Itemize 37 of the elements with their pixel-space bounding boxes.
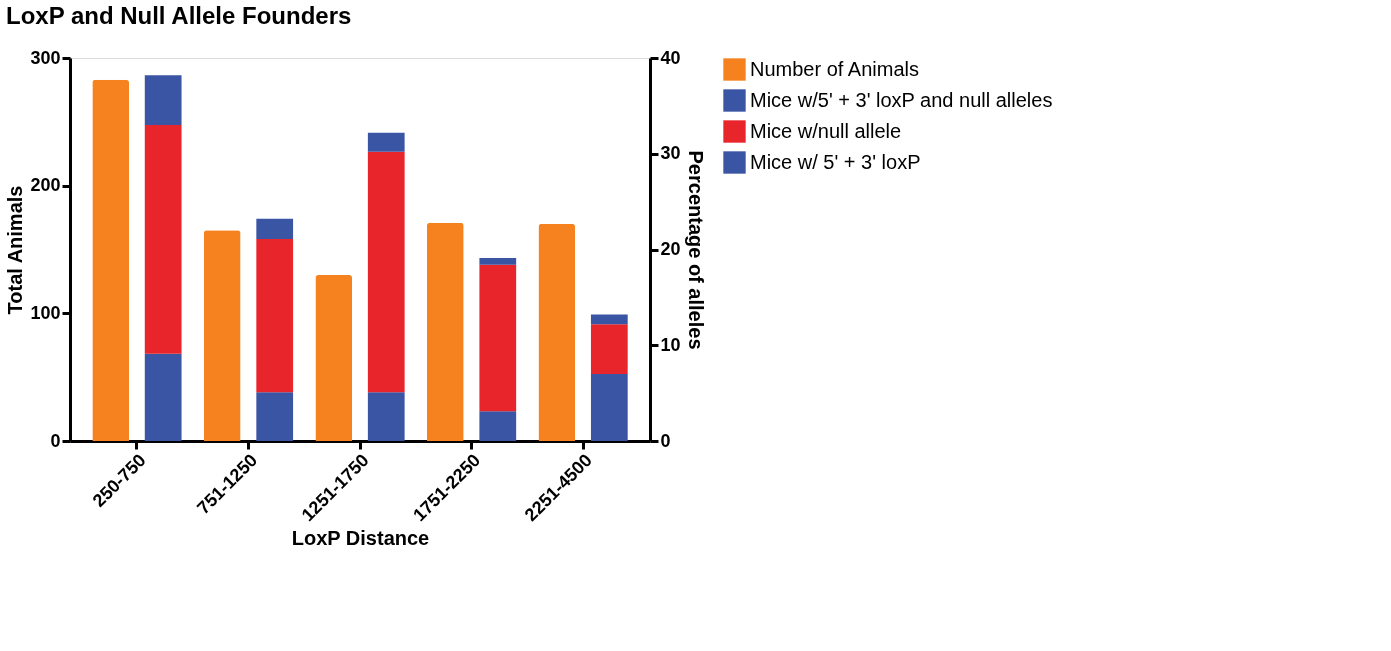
chart-title: LoxP and Null Allele Founders <box>5 2 352 29</box>
y-tick-label: 300 <box>30 47 61 68</box>
bar <box>590 373 628 441</box>
bar <box>590 324 628 374</box>
x-axis-title: LoxP Distance <box>291 527 430 550</box>
bar <box>479 264 517 412</box>
bar <box>203 230 241 441</box>
bar <box>256 238 294 393</box>
bar <box>144 353 182 441</box>
bar <box>479 411 517 441</box>
bar <box>92 79 130 441</box>
y-axis-title: Total Animals <box>4 185 27 315</box>
bar <box>315 275 353 441</box>
bar <box>367 392 405 441</box>
bar <box>256 218 294 239</box>
y-tick-label: 200 <box>30 175 61 196</box>
y-tick-label: 100 <box>30 302 61 323</box>
legend-label: Mice w/null allele <box>750 119 902 142</box>
bar <box>144 125 182 354</box>
bar <box>144 75 182 126</box>
y2-tick-label: 20 <box>660 239 681 259</box>
bar <box>590 314 628 325</box>
bar <box>479 258 517 265</box>
bar <box>426 222 464 441</box>
bar <box>256 392 294 441</box>
legend-label: Number of Animals <box>750 57 919 80</box>
y2-tick-label: 40 <box>660 47 681 68</box>
y2-tick-label: 0 <box>660 430 671 451</box>
y2-tick-label: 10 <box>660 334 681 355</box>
legend-label: Mice w/5' + 3' loxP and null alleles <box>750 88 1053 111</box>
y2-axis-title: Percentage of alleles <box>684 150 707 350</box>
bar <box>367 151 405 393</box>
legend-label: Mice w/ 5' + 3' loxP <box>750 150 921 173</box>
bar <box>367 132 405 152</box>
y2-tick-label: 30 <box>660 143 681 164</box>
bar <box>538 223 576 441</box>
y-tick-label: 0 <box>50 430 61 451</box>
